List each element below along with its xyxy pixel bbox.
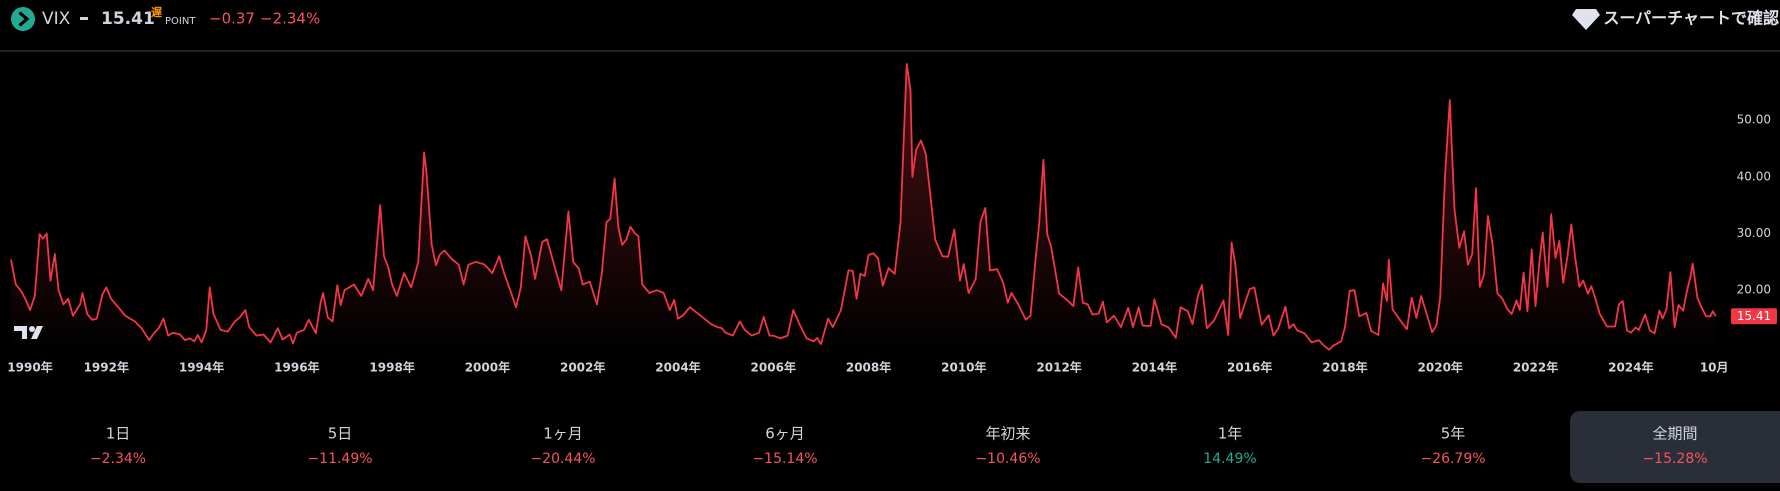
period-change: −20.44% (530, 451, 595, 467)
period-tab[interactable]: 1日 −2.34% (90, 425, 146, 468)
change: −0.37 (209, 10, 255, 28)
logo (14, 326, 43, 339)
last-price-label: 15.41 (1737, 309, 1771, 323)
period-change: −11.49% (307, 451, 372, 467)
area-fill (11, 63, 1716, 353)
x-tick-label: 2004年 (655, 360, 700, 375)
x-tick-label: 1994年 (179, 360, 224, 375)
period-tab[interactable]: 5日 −11.49% (307, 425, 372, 468)
plot: 20.00 30.00 40.00 50.00 1990年 1992年 1994年 1996年… (7, 63, 1777, 375)
unit: POINT (165, 16, 196, 27)
logo-part (14, 326, 27, 339)
period-tab[interactable]: 1ヶ月 −20.44% (530, 425, 595, 468)
x-tick-label: 2012年 (1036, 360, 1081, 375)
logo-part (29, 326, 35, 332)
price: 15.41 (101, 9, 155, 29)
delay-badge: 遅 (151, 6, 162, 19)
status-arrow (18, 11, 30, 27)
period-label[interactable]: 1年 (1218, 425, 1243, 443)
x-tick-label: 2016年 (1227, 360, 1272, 375)
period-label[interactable]: 1日 (106, 425, 131, 443)
change-percent: −2.34% (260, 10, 320, 28)
x-tick-label: 1990年 (7, 360, 52, 375)
period-label[interactable]: 全期間 (1652, 425, 1697, 443)
x-tick-label: 2000年 (465, 360, 510, 375)
period-label[interactable]: 年初来 (985, 425, 1030, 443)
period-change: −15.14% (752, 451, 817, 467)
x-tick-label: 2024年 (1608, 360, 1653, 375)
separator (80, 17, 88, 20)
period-tabs: 1日 −2.34% 5日 −11.49% 1ヶ月 −20.44% 6ヶ月 −15.14% 年初来… (90, 411, 1780, 483)
x-tick-label: 2006年 (751, 360, 796, 375)
period-tab[interactable]: 年初来 −10.46% (975, 425, 1040, 468)
period-tab[interactable]: 全期間 −15.28% (1570, 411, 1780, 483)
period-change: −26.79% (1420, 451, 1485, 467)
period-change: 14.49% (1203, 451, 1256, 467)
x-tick-label: 2010年 (941, 360, 986, 375)
link-icon (1572, 9, 1600, 30)
period-change: −2.34% (90, 451, 146, 467)
x-tick-label: 2008年 (846, 360, 891, 375)
y-tick-label: 50.00 (1737, 113, 1771, 127)
period-label[interactable]: 5年 (1441, 425, 1466, 443)
x-tick-label: 2018年 (1322, 360, 1367, 375)
symbol: VIX (42, 9, 71, 29)
x-tick-label: 2002年 (560, 360, 605, 375)
header: VIX 15.41 遅 POINT −0.37 −2.34% スーパーチャートで… (0, 6, 1780, 52)
period-change: −10.46% (975, 451, 1040, 467)
x-tick-label: 1996年 (274, 360, 319, 375)
period-tab[interactable]: 6ヶ月 −15.14% (752, 425, 817, 468)
selected-tab-bg (1570, 411, 1780, 483)
x-tick-label: 2020年 (1418, 360, 1463, 375)
price-line (10, 63, 1717, 351)
logo-part (31, 326, 43, 339)
y-tick-label: 40.00 (1737, 169, 1771, 183)
link-text[interactable]: スーパーチャートで確認 (1603, 9, 1779, 28)
period-tab[interactable]: 5年 −26.79% (1420, 425, 1485, 468)
x-tick-label: 1998年 (369, 360, 414, 375)
y-tick-label: 20.00 (1737, 283, 1771, 297)
period-tab[interactable]: 1年 14.49% (1203, 425, 1256, 468)
status-icon (11, 7, 35, 31)
x-tick-label: 2022年 (1513, 360, 1558, 375)
period-label[interactable]: 1ヶ月 (543, 425, 583, 443)
period-label[interactable]: 5日 (328, 425, 353, 443)
supercharts-link[interactable]: スーパーチャートで確認 (1572, 9, 1779, 31)
x-tick-label: 2014年 (1132, 360, 1177, 375)
last-price-tag (1731, 308, 1777, 325)
y-tick-label: 30.00 (1737, 226, 1771, 240)
period-change: −15.28% (1642, 451, 1707, 467)
x-tick-label: 10月 (1700, 361, 1729, 375)
x-tick-label: 1992年 (84, 360, 129, 375)
period-label[interactable]: 6ヶ月 (765, 425, 805, 443)
